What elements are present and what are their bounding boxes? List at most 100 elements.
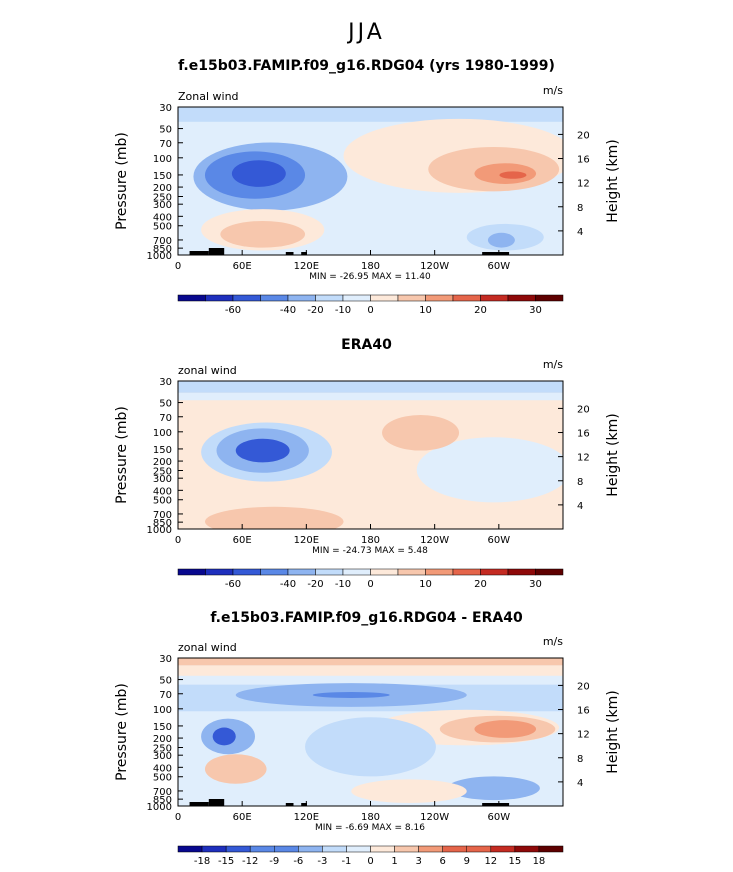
colorbar-box — [442, 845, 467, 853]
colorbar-label: -9 — [269, 856, 279, 867]
y-axis-title: Pressure (mb) — [114, 406, 130, 504]
y-tick-label: 30 — [159, 103, 172, 114]
colorbar-box — [370, 845, 395, 853]
colorbar-box — [177, 845, 203, 853]
y-tick-label: 300 — [153, 474, 172, 485]
panel-1-title: f.e15b03.FAMIP.f09_g16.RDG04 (yrs 1980-1… — [178, 58, 555, 74]
colorbar-label: 10 — [419, 305, 432, 316]
colorbar-box — [287, 294, 316, 302]
panel-units-label: m/s — [543, 84, 563, 97]
y-tick-label: 100 — [153, 705, 172, 716]
x-tick-label: 60W — [488, 535, 511, 546]
colorbar-label: 0 — [367, 856, 373, 867]
colorbar-box — [322, 845, 347, 853]
panel-left-label: Zonal wind — [178, 90, 239, 103]
colorbar-box — [298, 845, 323, 853]
negative-core — [231, 160, 286, 187]
height-tick-label: 12 — [577, 179, 590, 190]
min-max-stats: MIN = -24.73 MAX = 5.48 — [312, 546, 428, 556]
panel-left-label: zonal wind — [178, 641, 237, 654]
height-tick-label: 20 — [577, 130, 590, 141]
topography-mask — [301, 252, 307, 255]
colorbar-box — [480, 568, 509, 576]
height-tick-label: 4 — [577, 501, 583, 512]
topography-mask — [189, 251, 209, 255]
x-tick-label: 60E — [233, 535, 252, 546]
topography-mask — [285, 803, 294, 806]
y-tick-label: 250 — [153, 192, 172, 203]
colorbar-box — [249, 845, 275, 853]
y-tick-label: 400 — [153, 486, 172, 497]
colorbar-label: 15 — [509, 856, 522, 867]
colorbar-box — [397, 294, 426, 302]
colorbar-box — [370, 294, 399, 302]
colorbar-label: -10 — [335, 579, 351, 590]
colorbar-box — [342, 294, 371, 302]
colorbar-label: -12 — [242, 856, 258, 867]
positive-region — [351, 779, 467, 804]
colorbar-box — [480, 294, 509, 302]
colorbar-box — [535, 294, 564, 302]
colorbar-box — [201, 845, 227, 853]
upper-band — [178, 107, 563, 122]
y-tick-label: 500 — [153, 222, 172, 233]
y-tick-label: 500 — [153, 496, 172, 507]
y-tick-label: 850 — [153, 795, 172, 806]
colorbar-label: 10 — [419, 579, 432, 590]
height-axis-title: Height (km) — [605, 139, 621, 222]
contour-field — [178, 107, 563, 255]
height-tick-label: 8 — [577, 754, 583, 765]
height-tick-label: 20 — [577, 681, 590, 692]
positive-region — [204, 506, 344, 529]
x-tick-label: 120W — [420, 812, 449, 823]
colorbar-box — [225, 845, 251, 853]
y-tick-label: 500 — [153, 773, 172, 784]
negative-region — [487, 232, 515, 248]
negative-core — [235, 438, 290, 463]
contour-field — [178, 658, 563, 806]
colorbar-label: 0 — [367, 579, 373, 590]
colorbar-label: 3 — [415, 856, 421, 867]
colorbar-label: 1 — [391, 856, 397, 867]
y-tick-label: 1000 — [147, 251, 172, 262]
y-tick-label: 50 — [159, 125, 172, 136]
height-axis-title: Height (km) — [605, 413, 621, 496]
y-tick-label: 100 — [153, 428, 172, 439]
colorbar-box — [205, 294, 234, 302]
y-tick-label: 1000 — [147, 802, 172, 813]
y-tick-label: 400 — [153, 763, 172, 774]
topography-mask — [189, 802, 209, 806]
colorbar-label: -20 — [307, 579, 323, 590]
colorbar-box — [397, 568, 426, 576]
y-tick-label: 700 — [153, 510, 172, 521]
colorbar-box — [274, 845, 299, 853]
y-axis-title: Pressure (mb) — [114, 132, 130, 230]
height-tick-label: 20 — [577, 404, 590, 415]
colorbar-box — [394, 845, 419, 853]
x-tick-label: 60E — [233, 812, 252, 823]
colorbar-label: 30 — [529, 305, 542, 316]
figure-suptitle: JJA — [348, 20, 385, 45]
y-tick-label: 70 — [159, 139, 172, 150]
positive-region — [204, 754, 267, 784]
positive-core — [474, 720, 537, 738]
y-tick-label: 150 — [153, 445, 172, 456]
y-tick-label: 850 — [153, 518, 172, 529]
topography-mask — [482, 803, 510, 806]
colorbar-box — [287, 568, 316, 576]
colorbar-box — [177, 294, 206, 302]
colorbar-label: 30 — [529, 579, 542, 590]
colorbar-label: 9 — [464, 856, 470, 867]
panel-2: 3050701001502002503004005007008501000201… — [114, 358, 621, 590]
colorbar-box — [315, 294, 344, 302]
height-tick-label: 8 — [577, 203, 583, 214]
topography-mask — [208, 248, 225, 255]
y-tick-label: 850 — [153, 244, 172, 255]
colorbar-box — [535, 568, 564, 576]
height-tick-label: 8 — [577, 477, 583, 488]
height-tick-label: 4 — [577, 778, 583, 789]
colorbar-box — [425, 568, 454, 576]
height-tick-label: 16 — [577, 155, 590, 166]
panel-units-label: m/s — [543, 358, 563, 371]
